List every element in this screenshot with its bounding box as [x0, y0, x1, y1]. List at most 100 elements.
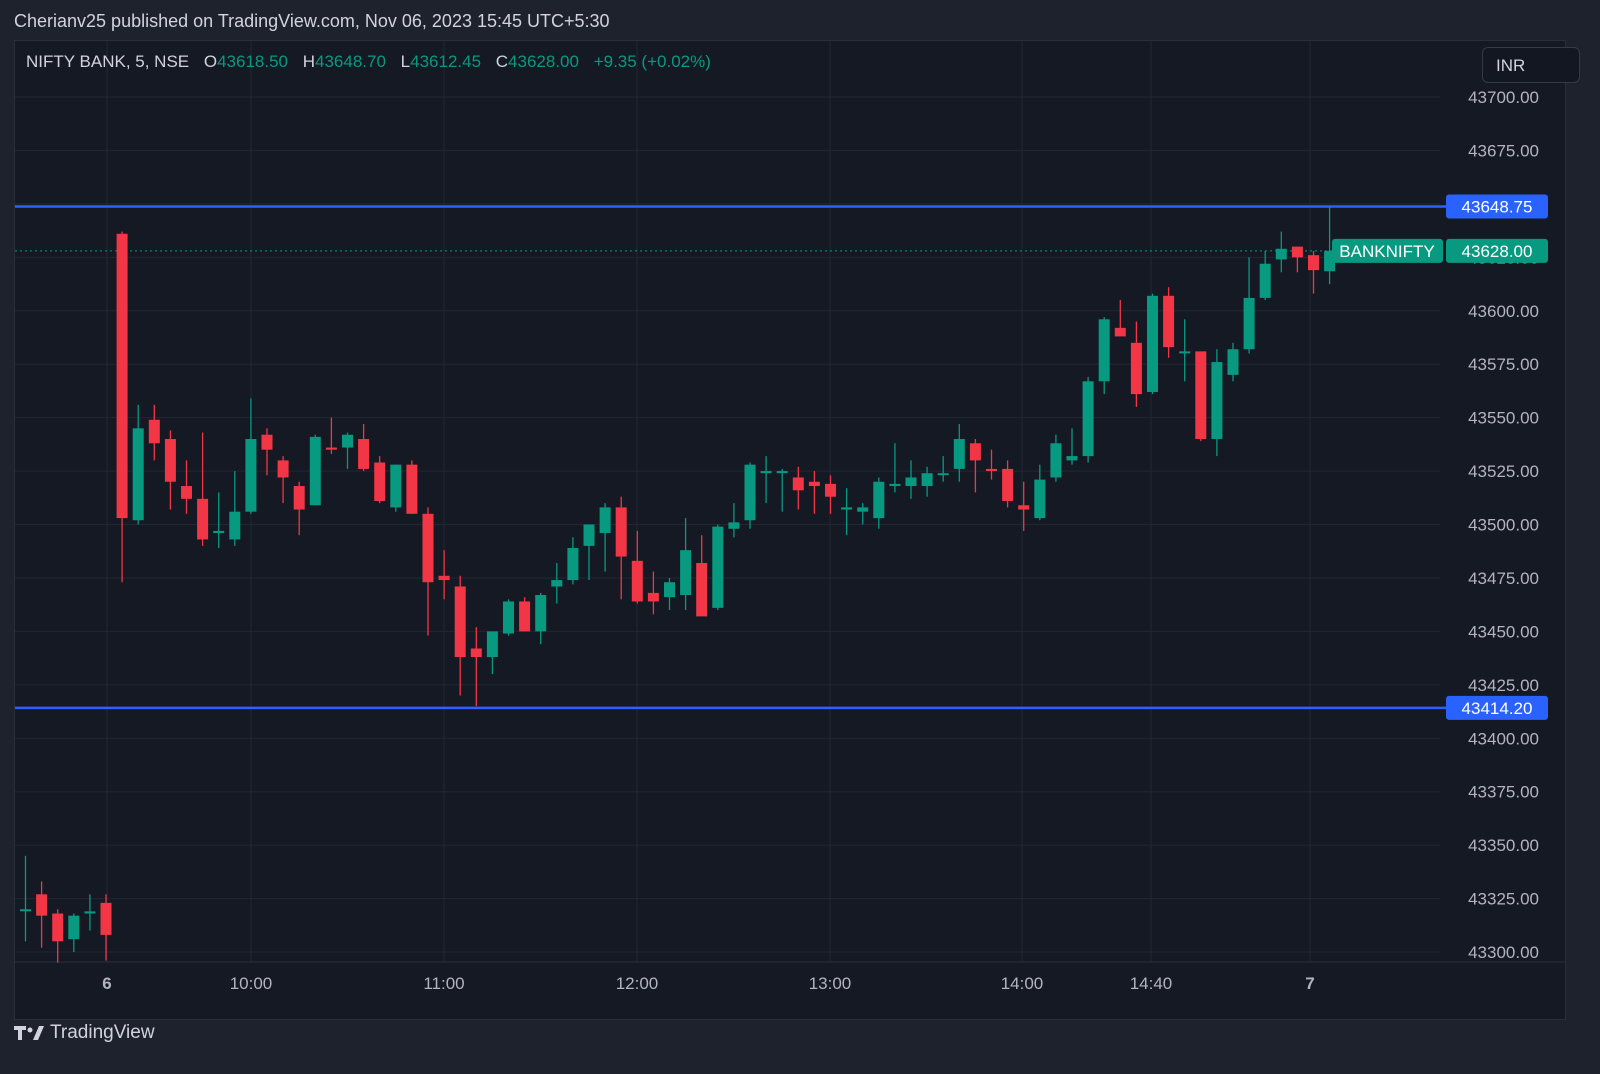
candle-body [52, 913, 64, 942]
candle-body [599, 507, 611, 534]
candle-body [986, 468, 997, 472]
candle-body [422, 513, 434, 583]
open-label: O [203, 52, 218, 71]
candle-body [696, 562, 708, 617]
candle-body [406, 464, 418, 514]
low-value: 43612.45 [410, 52, 482, 71]
candle-body [486, 631, 498, 658]
candle-body [1243, 297, 1255, 350]
candle-body [857, 507, 869, 512]
currency-button[interactable]: INR [1482, 47, 1580, 83]
candle-body [68, 915, 80, 940]
candle-body [647, 592, 659, 602]
footer-brand[interactable]: TradingView [14, 1015, 155, 1051]
candle-body [293, 486, 305, 510]
candle-body [116, 233, 128, 519]
price-tick-label: 43425.00 [1468, 676, 1539, 695]
low-label: L [400, 52, 411, 71]
candle-body [164, 439, 176, 482]
candle-body [20, 909, 31, 912]
candle-body [36, 894, 48, 916]
time-tick-label: 6 [102, 974, 111, 993]
close-value: 43628.00 [508, 52, 579, 71]
candle-body [358, 439, 370, 469]
candle-body [1050, 443, 1062, 478]
time-tick-label: 12:00 [616, 974, 659, 993]
candle-body [921, 473, 933, 487]
candle-body [889, 483, 901, 487]
last-price-label: 43628.00 [1462, 242, 1533, 261]
candle-body [583, 524, 595, 546]
candle-body [1163, 295, 1175, 348]
candle-body [309, 436, 321, 506]
candle-body [229, 511, 241, 540]
time-tick-label: 14:00 [1001, 974, 1044, 993]
price-tick-label: 43475.00 [1468, 569, 1539, 588]
candle-body [470, 648, 482, 658]
candle-body [1195, 351, 1207, 439]
candle-body [245, 439, 257, 512]
candle-body [1098, 319, 1110, 382]
candle-body [132, 428, 144, 521]
candle-body [728, 522, 740, 529]
price-tick-label: 43525.00 [1468, 462, 1539, 481]
candle-body [664, 582, 675, 598]
candle-body [873, 481, 885, 519]
candle-body [631, 560, 643, 602]
price-tick-label: 43450.00 [1468, 622, 1539, 641]
price-axis: 43700.0043675.0043650.0043625.0043600.00… [1468, 88, 1539, 962]
candle-body [937, 473, 949, 476]
candle-body [454, 586, 466, 658]
candle-body [100, 902, 112, 935]
chart-pane[interactable] [14, 40, 1566, 1020]
candle-body [776, 471, 788, 474]
candle-body [390, 464, 402, 508]
price-tick-label: 43575.00 [1468, 355, 1539, 374]
candle-body [148, 419, 160, 444]
candle-body [519, 601, 531, 632]
candle-body [1308, 255, 1319, 271]
price-tick-label: 43500.00 [1468, 516, 1539, 535]
candle-body [325, 447, 337, 450]
candle-body [342, 434, 353, 448]
candle-body [1130, 342, 1142, 395]
time-axis: 6 10:00 11:00 12:00 13:00 14:00 14:40 7 [102, 974, 1314, 993]
symbol-tag [1332, 238, 1443, 263]
price-labels: 43648.75 43414.20 BANKNIFTY 43628.00 [1332, 194, 1548, 720]
candle-body [760, 471, 772, 474]
candle-body [261, 434, 273, 450]
candle-body [1114, 327, 1126, 337]
candle-body [1018, 505, 1030, 510]
price-tick-label: 43325.00 [1468, 890, 1539, 909]
candle-body [1291, 246, 1303, 258]
candle-body [953, 439, 965, 469]
candle-body [567, 548, 579, 581]
candle-body [1227, 349, 1239, 375]
price-tick-label: 43300.00 [1468, 943, 1539, 962]
ohlc-legend: NIFTY BANK, 5, NSE O43618.50 H43648.70 L… [26, 52, 711, 72]
price-tick-label: 43400.00 [1468, 729, 1539, 748]
price-tick-label: 43700.00 [1468, 88, 1539, 107]
candle-body [712, 526, 724, 608]
candle-body [374, 462, 386, 501]
candle-body [808, 481, 820, 487]
published-line: Cherianv25 published on TradingView.com,… [14, 11, 610, 31]
price-tick-label: 43550.00 [1468, 409, 1539, 428]
time-tick-label: 11:00 [423, 974, 464, 993]
price-tick-label: 43350.00 [1468, 836, 1539, 855]
candle-body [503, 601, 514, 634]
candle-body [1275, 248, 1287, 260]
symbol-info: NIFTY BANK, 5, NSE [26, 52, 190, 71]
open-value: 43618.50 [217, 52, 288, 71]
candle-body [1324, 250, 1336, 272]
time-tick-label: 7 [1305, 974, 1314, 993]
candle-body [615, 507, 627, 557]
candle-body [438, 575, 450, 581]
candle-body [905, 477, 917, 487]
candle-body [1259, 263, 1271, 298]
level-price-tag [1446, 194, 1548, 219]
price-tick-label: 43675.00 [1468, 141, 1539, 160]
candle-body [1211, 362, 1223, 439]
last-price-tag [1446, 238, 1548, 263]
